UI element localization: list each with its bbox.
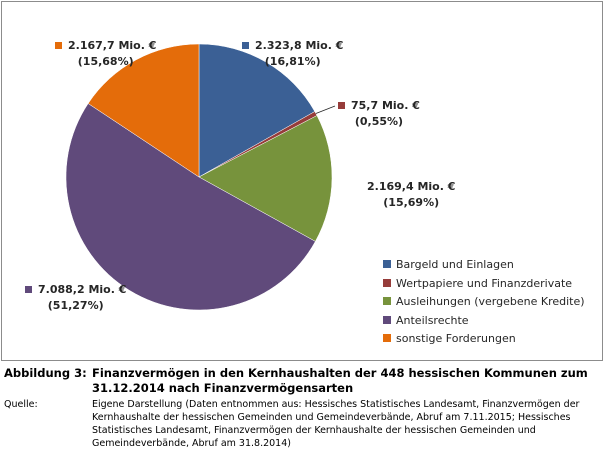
- legend-item: sonstige Forderungen: [383, 330, 585, 349]
- legend-label: Ausleihungen (vergebene Kredite): [396, 295, 585, 308]
- label-marker-icon: [25, 286, 32, 293]
- legend-label: sonstige Forderungen: [396, 332, 516, 345]
- pie-slice: [198, 115, 333, 242]
- value-label: 2.167,7 Mio. €: [68, 39, 157, 52]
- legend-label: Wertpapiere und Finanzderivate: [396, 276, 573, 290]
- legend-item: Ausleihungen (vergebene Kredite): [383, 293, 585, 312]
- label-marker-icon: [55, 42, 62, 49]
- percent-label: (15,69%): [383, 196, 440, 209]
- figure-label: Abbildung 3:: [4, 366, 87, 380]
- legend-item: Bargeld und Einlagen: [383, 256, 585, 275]
- pie-slice: [65, 103, 316, 311]
- chart-area: Bargeld und Einlagen Wertpapiere und Fina…: [1, 1, 603, 361]
- figure-title: Finanzvermögen in den Kernhaushalten der…: [92, 366, 588, 395]
- data-label: 7.088,2 Mio. € (51,27%): [25, 282, 126, 314]
- legend: Bargeld und Einlagen Wertpapiere und Fina…: [383, 256, 585, 349]
- leader-line: [315, 105, 336, 114]
- data-label: 75,7 Mio. € (0,55%): [338, 98, 420, 130]
- data-label: 2.167,7 Mio. € (15,68%): [55, 38, 156, 70]
- legend-swatch-icon: [383, 297, 391, 305]
- legend-swatch-icon: [383, 334, 391, 342]
- pie-chart: [65, 43, 336, 311]
- value-label: 75,7 Mio. €: [351, 99, 420, 112]
- legend-swatch-icon: [383, 278, 391, 287]
- figure-caption: Abbildung 3: Finanzvermögen in den Kernh…: [4, 366, 600, 450]
- legend-label: Anteilsrechte: [396, 313, 469, 327]
- legend-item: Wertpapiere und Finanzderivate: [383, 275, 585, 294]
- source-label: Quelle:: [4, 399, 38, 410]
- legend-label: Bargeld und Einlagen: [396, 258, 514, 271]
- percent-label: (51,27%): [47, 299, 104, 312]
- percent-label: (16,81%): [264, 55, 321, 68]
- label-marker-icon: [242, 42, 249, 49]
- value-label: 7.088,2 Mio. €: [38, 283, 127, 296]
- legend-swatch-icon: [383, 315, 391, 324]
- value-label: 2.323,8 Mio. €: [255, 39, 344, 52]
- pie-slice: [87, 43, 200, 178]
- percent-label: (15,68%): [77, 55, 134, 68]
- label-marker-icon: [338, 102, 345, 109]
- value-label: 2.169,4 Mio. €: [367, 180, 456, 193]
- data-label: 2.169,4 Mio. € (15,69%): [367, 179, 455, 211]
- legend-item: Anteilsrechte: [383, 312, 585, 331]
- percent-label: (0,55%): [354, 115, 404, 128]
- data-label: 2.323,8 Mio. € (16,81%): [242, 38, 343, 70]
- legend-swatch-icon: [383, 260, 391, 268]
- source-text: Eigene Darstellung (Daten entnommen aus:…: [92, 399, 580, 449]
- pie-slice: [198, 43, 316, 178]
